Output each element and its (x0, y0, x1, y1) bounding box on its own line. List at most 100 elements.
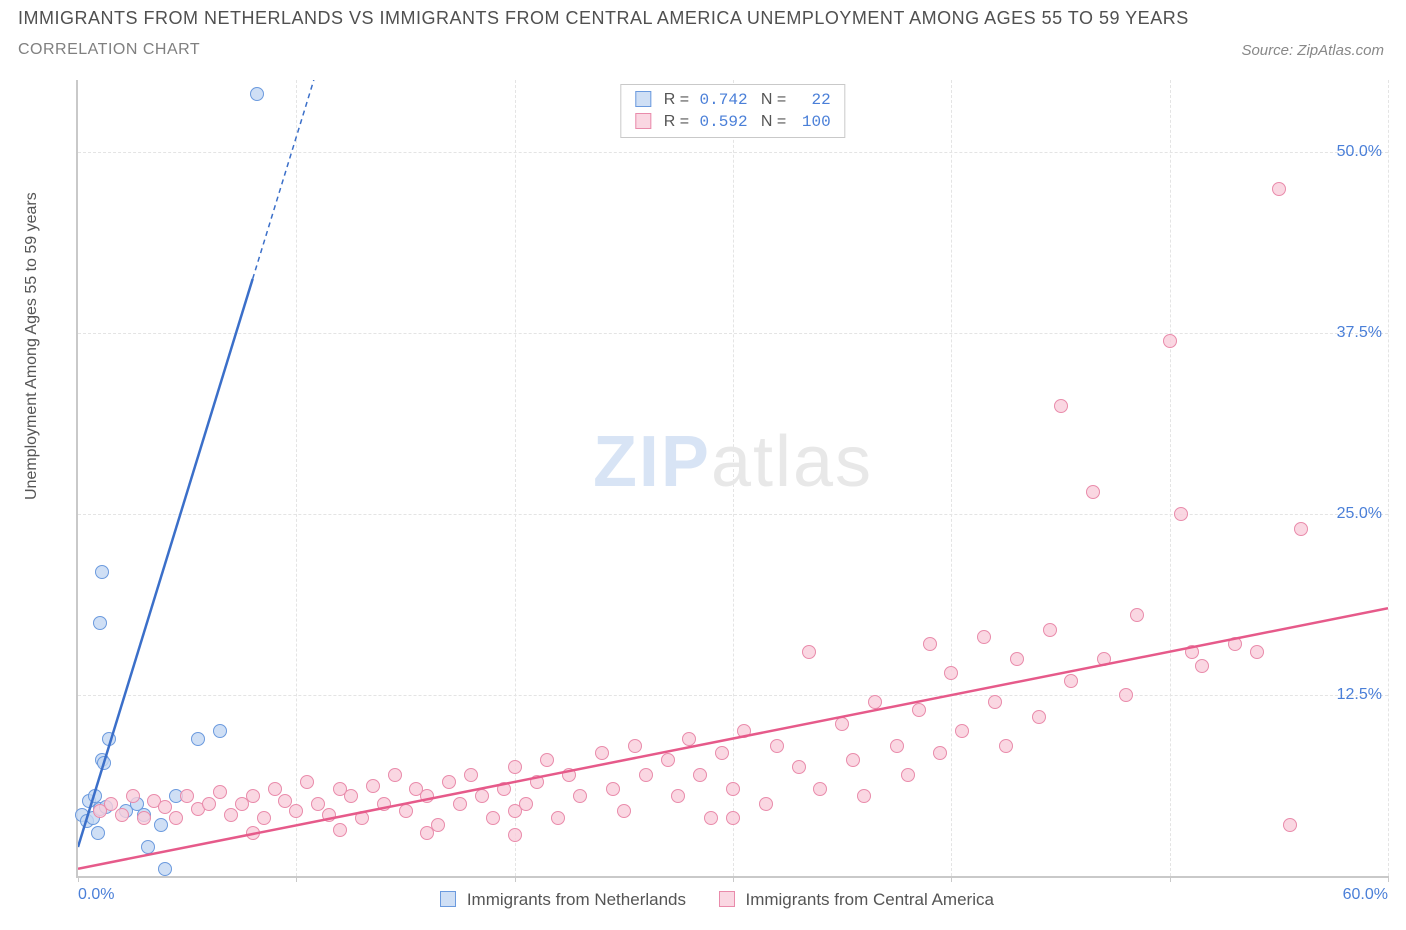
data-point-central_america (289, 804, 303, 818)
data-point-central_america (322, 808, 336, 822)
data-point-central_america (890, 739, 904, 753)
data-point-central_america (813, 782, 827, 796)
data-point-central_america (486, 811, 500, 825)
swatch-central-america (635, 113, 651, 129)
data-point-central_america (1272, 182, 1286, 196)
data-point-central_america (846, 753, 860, 767)
data-point-central_america (628, 739, 642, 753)
data-point-central_america (1086, 485, 1100, 499)
data-point-central_america (311, 797, 325, 811)
x-tick-mark (733, 876, 734, 882)
data-point-central_america (759, 797, 773, 811)
data-point-netherlands (154, 818, 168, 832)
data-point-central_america (246, 789, 260, 803)
data-point-central_america (246, 826, 260, 840)
y-axis-label: Unemployment Among Ages 55 to 59 years (23, 192, 41, 500)
data-point-central_america (453, 797, 467, 811)
plot-container: Unemployment Among Ages 55 to 59 years Z… (18, 80, 1388, 920)
data-point-central_america (770, 739, 784, 753)
data-point-central_america (126, 789, 140, 803)
correlation-legend: R = 0.742 N = 22 R = 0.592 N = 100 (620, 84, 845, 138)
data-point-central_america (399, 804, 413, 818)
data-point-central_america (300, 775, 314, 789)
data-point-central_america (1250, 645, 1264, 659)
data-point-central_america (802, 645, 816, 659)
data-point-central_america (551, 811, 565, 825)
series-legend: Immigrants from Netherlands Immigrants f… (18, 890, 1388, 910)
series-label-central-america: Immigrants from Central America (745, 890, 993, 909)
data-point-netherlands (97, 756, 111, 770)
gridline-v (951, 80, 952, 876)
data-point-central_america (420, 789, 434, 803)
data-point-central_america (737, 724, 751, 738)
data-point-netherlands (213, 724, 227, 738)
data-point-central_america (901, 768, 915, 782)
series-label-netherlands: Immigrants from Netherlands (467, 890, 686, 909)
legend-row-central-america: R = 0.592 N = 100 (635, 111, 830, 133)
data-point-netherlands (141, 840, 155, 854)
data-point-central_america (1228, 637, 1242, 651)
data-point-central_america (661, 753, 675, 767)
data-point-central_america (726, 811, 740, 825)
data-point-central_america (923, 637, 937, 651)
data-point-central_america (944, 666, 958, 680)
data-point-central_america (497, 782, 511, 796)
data-point-central_america (606, 782, 620, 796)
data-point-central_america (137, 811, 151, 825)
chart-title-line2: CORRELATION CHART (18, 41, 1388, 59)
data-point-central_america (835, 717, 849, 731)
y-tick-label: 25.0% (1337, 505, 1382, 523)
data-point-central_america (158, 800, 172, 814)
data-point-central_america (999, 739, 1013, 753)
x-tick-mark (951, 876, 952, 882)
data-point-central_america (715, 746, 729, 760)
y-tick-label: 12.5% (1337, 686, 1382, 704)
data-point-central_america (1294, 522, 1308, 536)
data-point-central_america (257, 811, 271, 825)
data-point-netherlands (93, 616, 107, 630)
data-point-central_america (617, 804, 631, 818)
data-point-central_america (1283, 818, 1297, 832)
data-point-central_america (377, 797, 391, 811)
data-point-central_america (224, 808, 238, 822)
gridline-v (515, 80, 516, 876)
data-point-netherlands (95, 565, 109, 579)
data-point-central_america (1185, 645, 1199, 659)
swatch-central-america-bottom (719, 891, 735, 907)
data-point-central_america (1195, 659, 1209, 673)
plot-area: ZIPatlas R = 0.742 N = 22 R = 0.592 N = … (76, 80, 1388, 878)
data-point-central_america (1032, 710, 1046, 724)
data-point-central_america (508, 760, 522, 774)
data-point-central_america (977, 630, 991, 644)
data-point-central_america (202, 797, 216, 811)
data-point-central_america (792, 760, 806, 774)
data-point-central_america (366, 779, 380, 793)
data-point-central_america (639, 768, 653, 782)
data-point-netherlands (102, 732, 116, 746)
data-point-netherlands (191, 732, 205, 746)
data-point-central_america (508, 828, 522, 842)
gridline-v (733, 80, 734, 876)
data-point-central_america (333, 823, 347, 837)
data-point-central_america (442, 775, 456, 789)
gridline-v (1388, 80, 1389, 876)
chart-title-line1: IMMIGRANTS FROM NETHERLANDS VS IMMIGRANT… (18, 8, 1388, 29)
gridline-v (296, 80, 297, 876)
data-point-central_america (1010, 652, 1024, 666)
data-point-central_america (1174, 507, 1188, 521)
data-point-central_america (475, 789, 489, 803)
data-point-central_america (1130, 608, 1144, 622)
data-point-central_america (508, 804, 522, 818)
data-point-central_america (955, 724, 969, 738)
data-point-central_america (933, 746, 947, 760)
data-point-central_america (1054, 399, 1068, 413)
data-point-central_america (857, 789, 871, 803)
data-point-central_america (1064, 674, 1078, 688)
data-point-central_america (464, 768, 478, 782)
data-point-central_america (213, 785, 227, 799)
data-point-central_america (1119, 688, 1133, 702)
data-point-netherlands (250, 87, 264, 101)
data-point-netherlands (91, 826, 105, 840)
x-tick-mark (1170, 876, 1171, 882)
data-point-central_america (912, 703, 926, 717)
